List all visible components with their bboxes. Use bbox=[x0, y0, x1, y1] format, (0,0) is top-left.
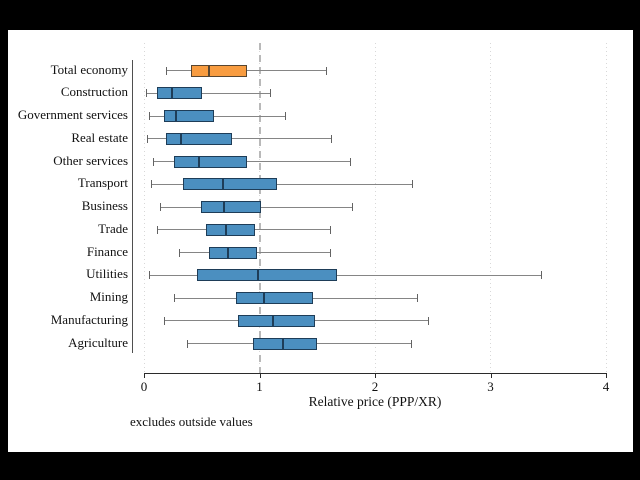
x-axis-tick bbox=[144, 373, 145, 378]
category-label: Total economy bbox=[50, 61, 128, 77]
box bbox=[183, 178, 277, 191]
x-axis-tick bbox=[606, 373, 607, 378]
whisker-cap-high bbox=[541, 271, 543, 280]
whisker-cap-low bbox=[160, 203, 162, 211]
whisker-cap-high bbox=[331, 134, 333, 143]
whisker-cap-low bbox=[186, 339, 188, 348]
median-line bbox=[263, 292, 266, 304]
median-line bbox=[207, 64, 210, 77]
median-line bbox=[222, 201, 225, 213]
gridline bbox=[143, 43, 145, 373]
whisker-cap-low bbox=[146, 89, 148, 98]
box bbox=[165, 132, 232, 145]
median-line bbox=[225, 223, 227, 236]
median-line bbox=[198, 155, 201, 168]
x-axis-title: Relative price (PPP/XR) bbox=[308, 394, 442, 409]
median-line bbox=[170, 87, 173, 100]
box bbox=[191, 64, 247, 77]
x-axis-tick-label: 4 bbox=[602, 379, 610, 394]
box bbox=[174, 155, 247, 168]
category-axis-line bbox=[132, 60, 133, 353]
x-axis-tick bbox=[490, 373, 492, 378]
gridline bbox=[490, 43, 491, 373]
x-axis-tick-label: 3 bbox=[487, 379, 494, 394]
box bbox=[163, 110, 215, 122]
whisker-cap-low bbox=[156, 225, 158, 234]
category-label: Finance bbox=[86, 243, 128, 259]
category-label: Mining bbox=[89, 289, 128, 304]
whisker-cap-low bbox=[153, 157, 155, 166]
whisker-cap-high bbox=[329, 225, 331, 234]
whisker-cap-high bbox=[269, 89, 271, 98]
median-line bbox=[175, 110, 178, 122]
category-label: Construction bbox=[60, 84, 128, 100]
category-label: Utilities bbox=[86, 266, 128, 282]
x-axis-tick-label: 1 bbox=[256, 379, 263, 394]
whisker-cap-high bbox=[329, 248, 331, 257]
whisker-cap-high bbox=[326, 66, 328, 75]
x-axis-tick-label: 2 bbox=[371, 379, 379, 394]
whisker-cap-high bbox=[410, 339, 412, 348]
boxplot-chart: 0 1 2 3 4 Total economy Construction Government… bbox=[8, 30, 633, 452]
gridline bbox=[374, 43, 376, 373]
whisker-cap-high bbox=[428, 316, 430, 325]
whisker-cap-low bbox=[174, 294, 176, 302]
whisker bbox=[148, 115, 285, 117]
box bbox=[200, 201, 261, 213]
median-line bbox=[227, 246, 230, 259]
x-axis-tick bbox=[375, 373, 376, 378]
x-axis-tick-label: 0 bbox=[140, 379, 148, 394]
whisker-cap-low bbox=[163, 316, 165, 325]
box bbox=[252, 337, 318, 350]
whisker-cap-low bbox=[148, 112, 150, 120]
whisker-cap-low bbox=[165, 66, 167, 75]
category-label: Manufacturing bbox=[50, 311, 128, 327]
whisker bbox=[148, 274, 542, 276]
box bbox=[206, 223, 255, 236]
category-label: Business bbox=[81, 198, 128, 213]
whisker bbox=[147, 138, 332, 140]
whisker-cap-low bbox=[147, 134, 149, 143]
category-label: Government services bbox=[17, 107, 128, 122]
whisker-cap-high bbox=[284, 112, 286, 120]
box bbox=[156, 87, 202, 100]
box bbox=[208, 246, 258, 259]
whisker bbox=[150, 183, 412, 185]
whisker-cap-high bbox=[349, 157, 351, 166]
whisker bbox=[153, 161, 350, 162]
whisker bbox=[146, 92, 270, 94]
category-label: Transport bbox=[77, 175, 128, 191]
category-label: Trade bbox=[98, 220, 128, 236]
whisker-cap-high bbox=[416, 294, 418, 302]
whisker-cap-low bbox=[148, 271, 150, 280]
category-label: Other services bbox=[53, 152, 128, 168]
chart-note: excludes outside values bbox=[130, 414, 253, 429]
whisker-cap-high bbox=[411, 180, 413, 189]
median-line bbox=[179, 132, 182, 145]
whisker-cap-high bbox=[351, 203, 353, 211]
plot-canvas: 0 1 2 3 4 Total economy Construction Government… bbox=[8, 30, 633, 452]
box bbox=[237, 314, 315, 327]
whisker-cap-low bbox=[178, 248, 180, 257]
whisker-cap-low bbox=[150, 180, 152, 189]
median-line bbox=[221, 178, 224, 191]
gridline bbox=[605, 43, 607, 373]
median-line bbox=[272, 314, 275, 327]
median-line bbox=[257, 269, 260, 282]
median-line bbox=[281, 337, 284, 350]
x-axis-tick bbox=[259, 373, 261, 378]
box bbox=[236, 292, 313, 304]
category-label: Real estate bbox=[71, 129, 128, 145]
box bbox=[197, 269, 337, 282]
category-label: Agriculture bbox=[68, 334, 128, 350]
x-axis-line bbox=[144, 373, 606, 374]
